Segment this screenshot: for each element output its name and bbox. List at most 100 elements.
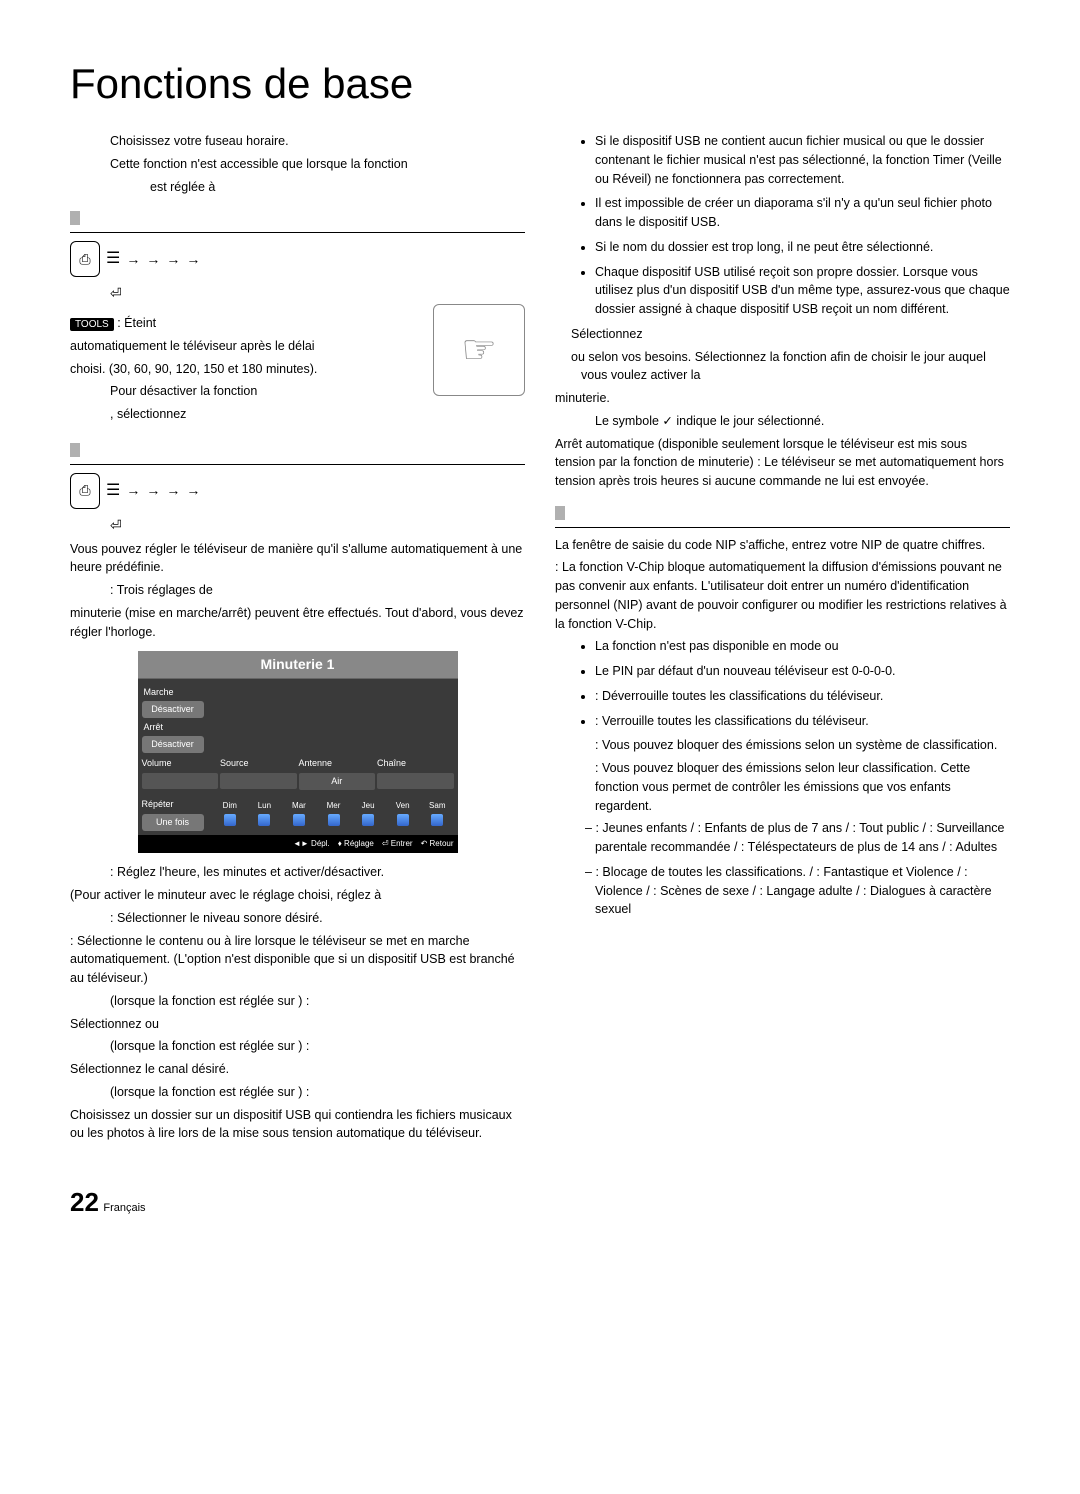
intro-text-1: Choisissez votre fuseau horaire. bbox=[110, 132, 525, 151]
timer-source-head: Source bbox=[220, 757, 297, 771]
day-sam: Sam bbox=[429, 801, 445, 810]
canal-desire: Sélectionnez le canal désiré. bbox=[70, 1060, 525, 1079]
arrow-icon: → bbox=[126, 249, 140, 270]
selectionnez-text: Sélectionnez bbox=[571, 325, 1010, 344]
arrow-icon: → bbox=[186, 480, 200, 501]
class-item: – : Jeunes enfants / : Enfants de plus d… bbox=[585, 819, 1010, 857]
remote-icon: ⎙ bbox=[70, 473, 100, 509]
antenne-text: (lorsque la fonction est réglée sur ) : bbox=[70, 992, 525, 1011]
footer-depl: ◄► Dépl. bbox=[293, 838, 330, 850]
class-item: – : Blocage de toutes les classification… bbox=[585, 863, 1010, 919]
section-head-sleep bbox=[70, 210, 525, 233]
enter-icon: ⏎ bbox=[110, 517, 122, 533]
timer-source-val[interactable] bbox=[220, 773, 297, 789]
timer-volume-head: Volume bbox=[142, 757, 219, 771]
minuterie-word: minuterie. bbox=[555, 389, 1010, 408]
usb-notes-list: Si le dispositif USB ne contient aucun f… bbox=[555, 132, 1010, 319]
usb-text: (lorsque la fonction est réglée sur ) : bbox=[70, 1083, 525, 1102]
vchip-note: La fonction n'est pas disponible en mode… bbox=[595, 637, 1010, 656]
day-dim: Dim bbox=[223, 801, 237, 810]
reglez-heure: : Réglez l'heure, les minutes et activer… bbox=[70, 863, 525, 882]
vchip-note: : Déverrouille toutes les classification… bbox=[595, 687, 1010, 706]
usb-note: Il est impossible de créer un diaporama … bbox=[595, 194, 1010, 232]
left-column: Choisissez votre fuseau horaire. Cette f… bbox=[70, 128, 525, 1147]
timer-title: Minuterie 1 bbox=[138, 651, 458, 679]
day-lun: Lun bbox=[258, 801, 271, 810]
day-box[interactable] bbox=[328, 814, 340, 826]
timer-days-row: Dim Lun Mar Mer Jeu Ven Sam bbox=[214, 800, 454, 826]
vchip-note: : Verrouille toutes les classifications … bbox=[595, 712, 1010, 731]
timer-unefois-btn[interactable]: Une fois bbox=[142, 814, 204, 832]
arrow-icon: → bbox=[146, 249, 160, 270]
timer-antenne-head: Antenne bbox=[299, 757, 376, 771]
timer-panel: Minuterie 1 Marche Désactiver Arrêt Désa… bbox=[138, 651, 458, 853]
arrow-icon: → bbox=[166, 480, 180, 501]
timer-repeter-head: Répéter bbox=[142, 798, 212, 812]
enter-icon: ⏎ bbox=[110, 285, 122, 301]
footer-retour: ↶ Retour bbox=[421, 838, 454, 850]
page-footer: 22 Français bbox=[70, 1187, 1010, 1218]
intro-text-2: Cette fonction n'est accessible que lors… bbox=[110, 155, 525, 174]
arrow-icon: → bbox=[146, 480, 160, 501]
source-text: : Sélectionne le contenu ou à lire lorsq… bbox=[70, 932, 525, 988]
page-number: 22 bbox=[70, 1187, 99, 1217]
selectionnez-ou: Sélectionnez ou bbox=[70, 1015, 525, 1034]
selon-besoins: ou selon vos besoins. Sélectionnez la fo… bbox=[571, 348, 1010, 386]
usb-note: Chaque dispositif USB utilisé reçoit son… bbox=[595, 263, 1010, 319]
day-box[interactable] bbox=[258, 814, 270, 826]
remote-icon: ⎙ bbox=[70, 241, 100, 277]
page-title: Fonctions de base bbox=[70, 60, 1010, 108]
timer-desactiver-btn[interactable]: Désactiver bbox=[142, 701, 204, 719]
day-mar: Mar bbox=[292, 801, 306, 810]
timer-volume-val[interactable] bbox=[142, 773, 219, 789]
menu-icon: ☰ bbox=[106, 247, 120, 271]
eteint-text: : Éteint bbox=[117, 316, 156, 330]
day-box[interactable] bbox=[431, 814, 443, 826]
section-head-timer bbox=[70, 442, 525, 465]
vchip-notes-list: La fonction n'est pas disponible en mode… bbox=[555, 637, 1010, 730]
nip-text: La fenêtre de saisie du code NIP s'affic… bbox=[555, 536, 1010, 555]
deactivate-2: , sélectionnez bbox=[70, 405, 525, 424]
vchip-text: : La fonction V-Chip bloque automatiquem… bbox=[555, 558, 1010, 633]
timer-arret-label: Arrêt bbox=[144, 721, 452, 735]
day-box[interactable] bbox=[293, 814, 305, 826]
timer-desactiver-btn-2[interactable]: Désactiver bbox=[142, 736, 204, 754]
footer-entrer: ⏎ Entrer bbox=[382, 838, 413, 850]
day-mer: Mer bbox=[327, 801, 341, 810]
arrow-icon: → bbox=[186, 249, 200, 270]
vous-pouvez-bloquer: : Vous pouvez bloquer des émissions selo… bbox=[555, 759, 1010, 815]
timer-chaine-head: Chaîne bbox=[377, 757, 454, 771]
footer-reglage: ♦ Réglage bbox=[338, 838, 374, 850]
timer-chaine-val[interactable] bbox=[377, 773, 454, 789]
niveau-sonore: : Sélectionner le niveau sonore désiré. bbox=[70, 909, 525, 928]
trois-reglages: : Trois réglages de bbox=[70, 581, 525, 600]
hand-illustration: ☞ bbox=[433, 304, 525, 396]
page-language: Français bbox=[103, 1202, 145, 1214]
trois-reglages-text: minuterie (mise en marche/arrêt) peuvent… bbox=[70, 604, 525, 642]
menu-icon: ☰ bbox=[106, 479, 120, 503]
antenne-text-2: (lorsque la fonction est réglée sur ) : bbox=[70, 1037, 525, 1056]
day-box[interactable] bbox=[362, 814, 374, 826]
timer-antenne-val[interactable]: Air bbox=[299, 773, 376, 791]
vchip-note: Le PIN par défaut d'un nouveau téléviseu… bbox=[595, 662, 1010, 681]
reglez-heure-2: (Pour activer le minuteur avec le réglag… bbox=[70, 886, 525, 905]
intro-text-3: est réglée à bbox=[110, 178, 525, 197]
day-jeu: Jeu bbox=[362, 801, 375, 810]
arrow-icon: → bbox=[166, 249, 180, 270]
tools-badge: TOOLS bbox=[70, 318, 114, 331]
symbole-text: Le symbole ✓ indique le jour sélectionné… bbox=[555, 412, 1010, 431]
day-box[interactable] bbox=[397, 814, 409, 826]
usb-note: Si le dispositif USB ne contient aucun f… bbox=[595, 132, 1010, 188]
day-box[interactable] bbox=[224, 814, 236, 826]
usb-text-2: Choisissez un dossier sur un dispositif … bbox=[70, 1106, 525, 1144]
timer-marche-label: Marche bbox=[144, 686, 452, 700]
usb-note: Si le nom du dossier est trop long, il n… bbox=[595, 238, 1010, 257]
right-column: Si le dispositif USB ne contient aucun f… bbox=[555, 128, 1010, 1147]
section-head-security bbox=[555, 505, 1010, 528]
timer-footer: ◄► Dépl. ♦ Réglage ⏎ Entrer ↶ Retour bbox=[138, 835, 458, 853]
vous-pouvez-text: Vous pouvez régler le téléviseur de mani… bbox=[70, 540, 525, 578]
arret-auto-text: Arrêt automatique (disponible seulement … bbox=[555, 435, 1010, 491]
arrow-icon: → bbox=[126, 480, 140, 501]
day-ven: Ven bbox=[396, 801, 410, 810]
systeme-class: : Vous pouvez bloquer des émissions selo… bbox=[555, 736, 1010, 755]
